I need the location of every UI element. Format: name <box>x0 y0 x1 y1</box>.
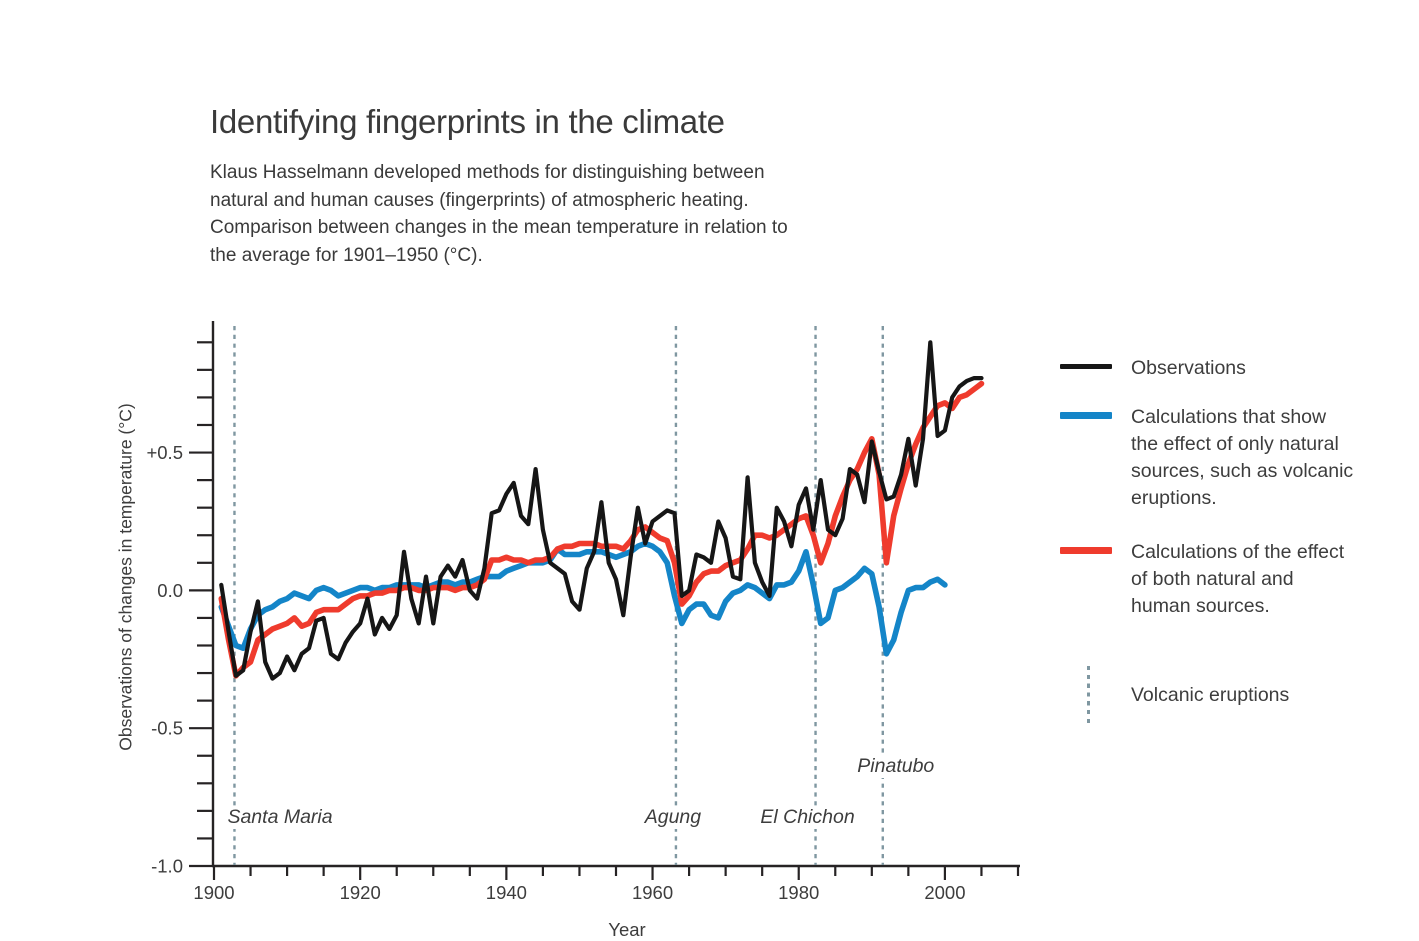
volcanic-eruptions-dashed-swatch <box>1087 666 1090 724</box>
legend-label-natural-sources: Calculations that show the effect of onl… <box>1131 406 1354 509</box>
observations-series-line <box>219 340 984 681</box>
legend: Observations Calculations that show the … <box>1060 355 1405 735</box>
combined-sources-series-line <box>218 380 985 679</box>
volcano-label-santa-maria: Santa Maria <box>223 806 337 829</box>
volcano-label-agung: Agung <box>640 806 706 829</box>
figure-description: Klaus Hasselmann developed methods for d… <box>210 162 788 266</box>
natural-sources-line-swatch <box>1060 412 1112 419</box>
volcano-label-el-chichon: El Chichon <box>756 806 859 829</box>
combined-sources-line-swatch <box>1060 547 1112 554</box>
natural-sources-series-line <box>218 540 948 657</box>
legend-label-combined-sources: Calculations of the effect of both natur… <box>1131 541 1345 617</box>
x-tick-label: 1920 <box>340 882 381 903</box>
y-tick-label: 0.0 <box>157 580 183 601</box>
legend-label-volcanic-eruptions: Volcanic eruptions <box>1131 684 1290 706</box>
legend-label-observations: Observations <box>1131 357 1246 379</box>
x-tick-label: 1960 <box>632 882 673 903</box>
y-tick-label: -1.0 <box>151 856 183 877</box>
x-tick-label: 1980 <box>778 882 819 903</box>
x-tick-label: 1940 <box>486 882 527 903</box>
y-tick-label: +0.5 <box>146 442 183 463</box>
x-axis-title: Year <box>608 919 646 940</box>
volcano-label-pinatubo: Pinatubo <box>853 755 939 778</box>
page-title: Identifying fingerprints in the climate <box>210 103 725 140</box>
x-tick-label: 1900 <box>193 882 234 903</box>
observations-line-swatch <box>1060 364 1112 369</box>
y-axis-title: Observations of changes in temperature (… <box>115 403 136 751</box>
x-tick-label: 2000 <box>924 882 965 903</box>
y-tick-label: -0.5 <box>151 718 183 739</box>
